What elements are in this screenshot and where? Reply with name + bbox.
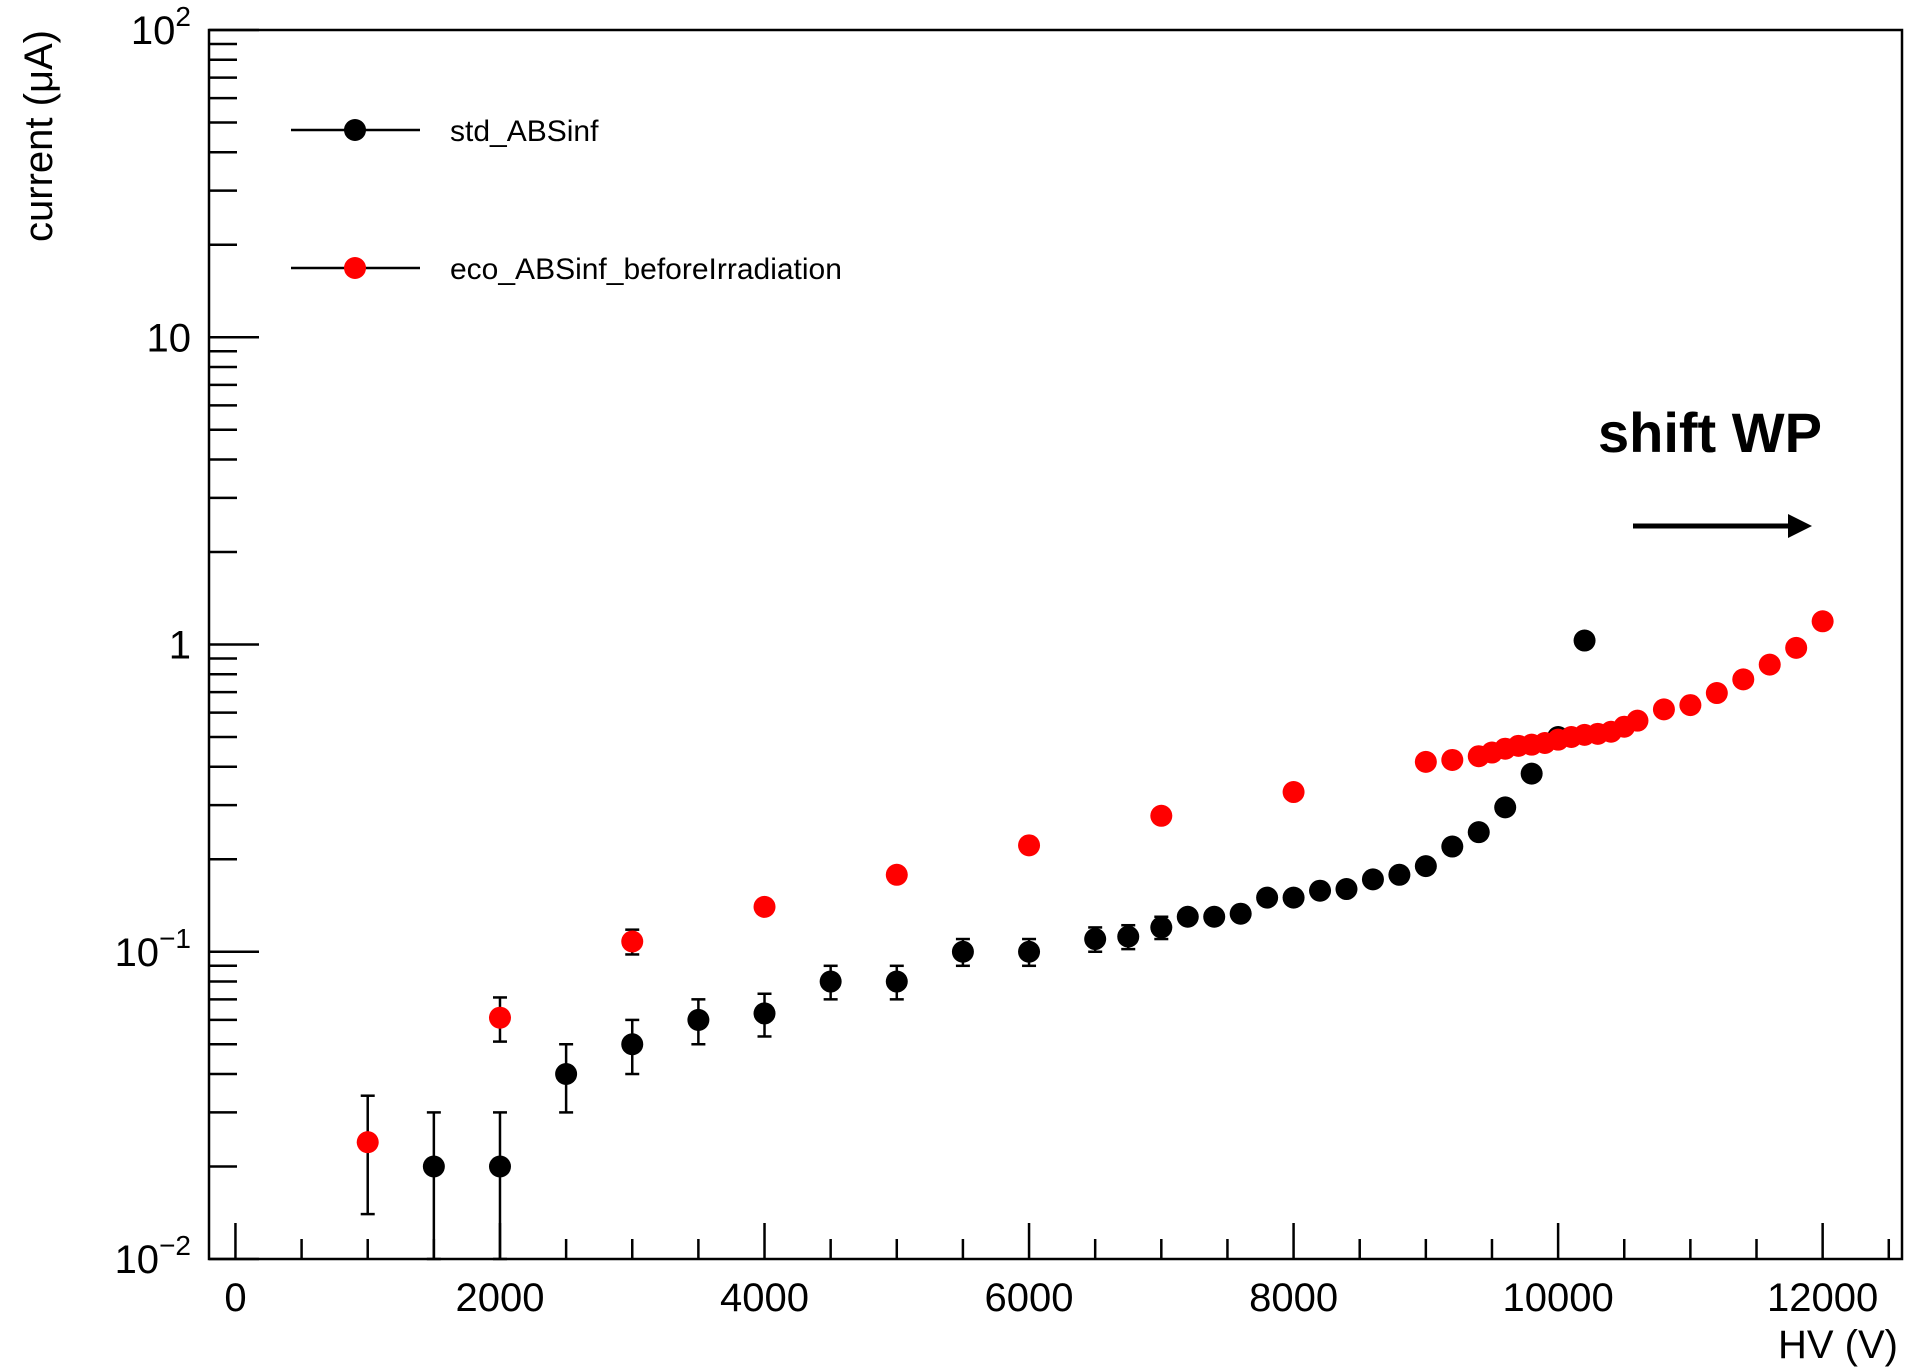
data-point	[753, 895, 776, 918]
plot-border	[207, 28, 1904, 1261]
data-point	[1335, 878, 1358, 901]
data-point	[1150, 916, 1173, 939]
data-point	[951, 940, 974, 963]
data-point	[1256, 886, 1279, 909]
x-tick-label: 4000	[720, 1276, 809, 1320]
data-point	[621, 930, 644, 953]
data-point	[1309, 879, 1332, 902]
data-point	[1705, 682, 1728, 705]
y-tick-label: 10−2	[115, 1230, 191, 1282]
x-tick-label: 0	[224, 1276, 246, 1320]
data-point	[1732, 668, 1755, 691]
data-point	[1203, 905, 1226, 928]
data-point	[356, 1131, 379, 1154]
y-axis: 10−2 10−1 1 10 102	[115, 1, 259, 1282]
data-points	[356, 610, 1834, 1261]
x-tick-label: 8000	[1249, 1276, 1338, 1320]
x-tick-label: 6000	[985, 1276, 1074, 1320]
data-point	[1388, 863, 1411, 886]
plot-frame	[207, 28, 1904, 1261]
data-point	[1282, 781, 1305, 804]
data-point	[819, 970, 842, 993]
shift-wp-arrow-head-icon	[1788, 514, 1812, 538]
data-point	[1626, 709, 1649, 732]
data-point	[1811, 610, 1834, 633]
data-point	[1758, 653, 1781, 676]
legend-label: std_ABSinf	[450, 115, 599, 148]
shift-wp-annotation: shift WP	[1598, 401, 1822, 538]
shift-wp-label: shift WP	[1598, 401, 1822, 464]
data-point	[1520, 762, 1543, 785]
data-point	[1679, 694, 1702, 717]
data-point	[1414, 750, 1437, 773]
data-point	[621, 1033, 644, 1056]
y-tick-label: 10	[147, 316, 192, 360]
x-tick-label: 12000	[1767, 1276, 1878, 1320]
data-point	[1176, 905, 1199, 928]
data-point	[555, 1063, 578, 1086]
data-point	[1467, 821, 1490, 844]
data-point	[753, 1002, 776, 1025]
data-point	[1117, 925, 1140, 948]
y-tick-label: 10−1	[115, 923, 191, 975]
data-point	[1494, 796, 1517, 819]
data-point	[1084, 928, 1107, 951]
data-point	[488, 1006, 511, 1029]
data-point	[885, 863, 908, 886]
legend: std_ABSinf eco_ABSinf_beforeIrradiation	[291, 115, 842, 286]
data-point	[1652, 698, 1675, 721]
data-point	[422, 1155, 445, 1178]
x-tick-label: 2000	[455, 1276, 544, 1320]
x-axis: 0 2000 4000 6000 8000 10000 12000	[224, 1223, 1891, 1320]
data-point	[885, 970, 908, 993]
data-point	[488, 1155, 511, 1178]
data-point	[1441, 748, 1464, 771]
legend-marker	[344, 119, 366, 141]
data-point	[1018, 940, 1041, 963]
y-tick-label: 1	[169, 624, 191, 668]
x-axis-title: HV (V)	[1778, 1323, 1898, 1367]
y-axis-title: current (μA)	[17, 30, 61, 242]
y-tick-label: 102	[131, 1, 191, 53]
legend-label: eco_ABSinf_beforeIrradiation	[450, 253, 842, 286]
data-point	[1785, 636, 1808, 659]
data-point	[1441, 835, 1464, 858]
data-point	[1150, 804, 1173, 827]
x-tick-label: 10000	[1502, 1276, 1613, 1320]
data-point	[687, 1008, 710, 1031]
data-point	[1573, 629, 1596, 652]
data-point	[1282, 886, 1305, 909]
data-point	[1361, 868, 1384, 891]
data-point	[1414, 855, 1437, 878]
data-point	[1229, 902, 1252, 925]
data-point	[1018, 834, 1041, 857]
legend-marker	[344, 257, 366, 279]
